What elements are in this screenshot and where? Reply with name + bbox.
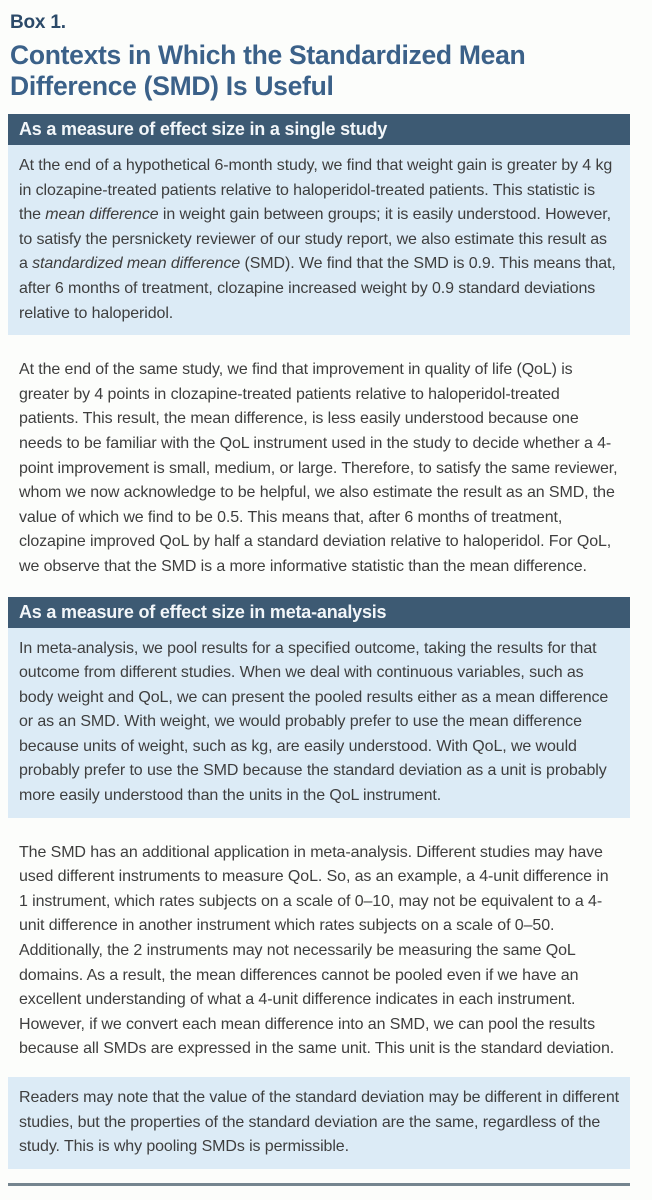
content-box: As a measure of effect size in a single …	[8, 114, 630, 1169]
paragraph: At the end of the same study, we find th…	[8, 349, 630, 588]
page-title: Contexts in Which the Standardized Mean …	[10, 40, 526, 101]
italic-text-segment: mean difference	[45, 206, 159, 224]
text-segment: At the end of a hypothetical 6-month stu…	[19, 157, 613, 224]
text-segment: At the end of the same study, we find th…	[19, 361, 618, 575]
section-header-label: As a measure of effect size in a single …	[19, 119, 388, 139]
section-header: As a measure of effect size in meta-anal…	[8, 596, 630, 628]
bottom-rule	[8, 1183, 630, 1186]
text-segment: Readers may note that the value of the s…	[19, 1089, 619, 1156]
text-segment: In meta-analysis, we pool results for a …	[19, 639, 609, 805]
box-label: Box 1.	[10, 12, 66, 33]
section-header: As a measure of effect size in a single …	[8, 114, 630, 145]
text-segment: (SMD). We find that the SMD is 0.9. This…	[19, 255, 616, 322]
paragraph: In meta-analysis, we pool results for a …	[8, 627, 630, 818]
section-header-label: As a measure of effect size in meta-anal…	[19, 601, 387, 622]
text-segment: in weight gain between groups; it is eas…	[19, 206, 611, 273]
paragraph: The SMD has an additional application in…	[8, 832, 630, 1071]
italic-text-segment: standardized mean difference	[32, 255, 241, 273]
paragraph: Readers may note that the value of the s…	[8, 1077, 630, 1169]
text-segment: The SMD has an additional application in…	[19, 843, 615, 1058]
paragraph: At the end of a hypothetical 6-month stu…	[8, 145, 630, 336]
